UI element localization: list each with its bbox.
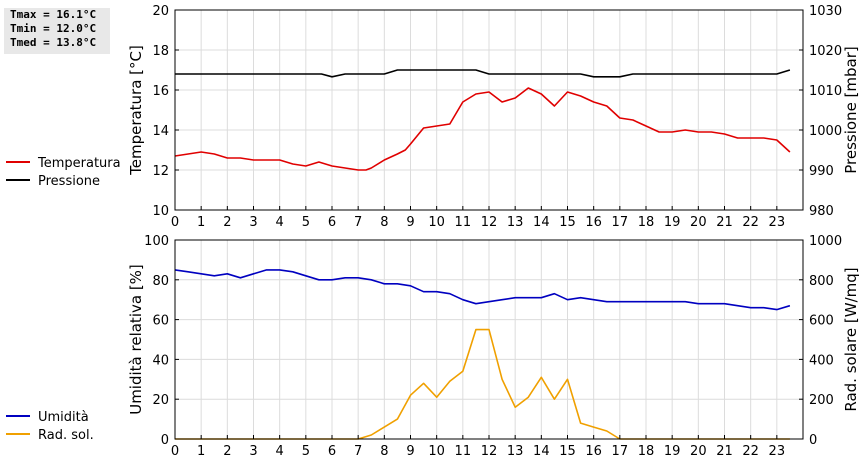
x-tick-label: 4 [276, 444, 284, 459]
y2-axis-label: Rad. solare [W/mq] [842, 267, 860, 411]
x-tick-label: 20 [690, 215, 707, 230]
y-tick-label: 100 [144, 234, 169, 249]
x-tick-label: 9 [406, 215, 414, 230]
tmed-label: Tmed = 13.8°C [10, 36, 97, 49]
y2-tick-label: 800 [809, 274, 834, 289]
y-tick-label: 14 [152, 124, 169, 139]
x-tick-label: 18 [638, 444, 655, 459]
legend-label: Temperatura [37, 156, 121, 171]
x-tick-label: 10 [428, 444, 445, 459]
x-tick-label: 3 [249, 444, 257, 459]
x-tick-label: 5 [302, 444, 310, 459]
y-tick-label: 60 [152, 314, 169, 329]
x-tick-label: 8 [380, 215, 388, 230]
y-tick-label: 20 [152, 393, 169, 408]
x-tick-label: 2 [223, 444, 231, 459]
x-tick-label: 22 [742, 215, 759, 230]
y2-tick-label: 200 [809, 393, 834, 408]
x-tick-label: 1 [197, 215, 205, 230]
y2-tick-label: 1010 [809, 84, 842, 99]
x-tick-label: 21 [716, 215, 733, 230]
y-axis-label: Temperatura [°C] [127, 45, 145, 176]
legend-label: Rad. sol. [38, 428, 94, 443]
x-tick-label: 5 [302, 215, 310, 230]
x-tick-label: 4 [276, 215, 284, 230]
x-tick-label: 2 [223, 215, 231, 230]
y2-tick-label: 1030 [809, 4, 842, 19]
x-tick-label: 15 [559, 444, 576, 459]
x-tick-label: 12 [481, 444, 498, 459]
x-tick-label: 9 [406, 444, 414, 459]
y-tick-label: 40 [152, 353, 169, 368]
x-tick-label: 6 [328, 444, 336, 459]
y2-tick-label: 600 [809, 314, 834, 329]
y-tick-label: 20 [152, 4, 169, 19]
y2-tick-label: 1000 [809, 234, 842, 249]
x-tick-label: 12 [481, 215, 498, 230]
series-line-rad-sol- [175, 328, 790, 440]
x-tick-label: 16 [585, 215, 602, 230]
x-tick-label: 19 [664, 215, 681, 230]
x-tick-label: 17 [612, 444, 629, 459]
x-tick-label: 14 [533, 444, 550, 459]
y-axis-label: Umidità relativa [%] [127, 264, 145, 415]
series-line-umidità [174, 269, 791, 311]
x-tick-label: 16 [585, 444, 602, 459]
x-tick-label: 23 [769, 215, 786, 230]
legend-label: Pressione [38, 174, 100, 189]
y-tick-label: 12 [152, 164, 169, 179]
series-line-pressione [175, 69, 791, 78]
y2-tick-label: 1020 [809, 44, 842, 59]
x-tick-label: 10 [428, 215, 445, 230]
x-tick-label: 1 [197, 444, 205, 459]
y-tick-label: 80 [152, 274, 169, 289]
x-tick-label: 22 [742, 444, 759, 459]
y-tick-label: 18 [152, 44, 169, 59]
tmax-label: Tmax = 16.1°C [10, 8, 97, 21]
y-tick-label: 0 [161, 433, 169, 448]
tmin-label: Tmin = 12.0°C [10, 22, 97, 35]
x-tick-label: 13 [507, 215, 524, 230]
y2-tick-label: 990 [809, 164, 834, 179]
x-tick-label: 11 [455, 215, 472, 230]
x-tick-label: 0 [171, 444, 179, 459]
x-tick-label: 21 [716, 444, 733, 459]
x-tick-label: 20 [690, 444, 707, 459]
x-tick-label: 13 [507, 444, 524, 459]
x-tick-label: 7 [354, 215, 362, 230]
x-tick-label: 14 [533, 215, 550, 230]
y2-axis-label: Pressione [mbar] [842, 46, 860, 174]
x-tick-label: 0 [171, 215, 179, 230]
y2-tick-label: 1000 [809, 124, 842, 139]
x-tick-label: 19 [664, 444, 681, 459]
x-tick-label: 8 [380, 444, 388, 459]
x-tick-label: 3 [249, 215, 257, 230]
y2-tick-label: 0 [809, 433, 817, 448]
x-tick-label: 23 [769, 444, 786, 459]
x-tick-label: 11 [455, 444, 472, 459]
stats-box: Tmax = 16.1°C Tmin = 12.0°C Tmed = 13.8°… [4, 8, 110, 54]
x-tick-label: 7 [354, 444, 362, 459]
y2-tick-label: 400 [809, 353, 834, 368]
x-tick-label: 18 [638, 215, 655, 230]
legend-label: Umidità [38, 410, 89, 425]
y-tick-label: 16 [152, 84, 169, 99]
y2-tick-label: 980 [809, 204, 834, 219]
series-line-temperatura [174, 87, 791, 171]
x-tick-label: 6 [328, 215, 336, 230]
y-tick-label: 10 [152, 204, 169, 219]
x-tick-label: 15 [559, 215, 576, 230]
x-tick-label: 17 [612, 215, 629, 230]
